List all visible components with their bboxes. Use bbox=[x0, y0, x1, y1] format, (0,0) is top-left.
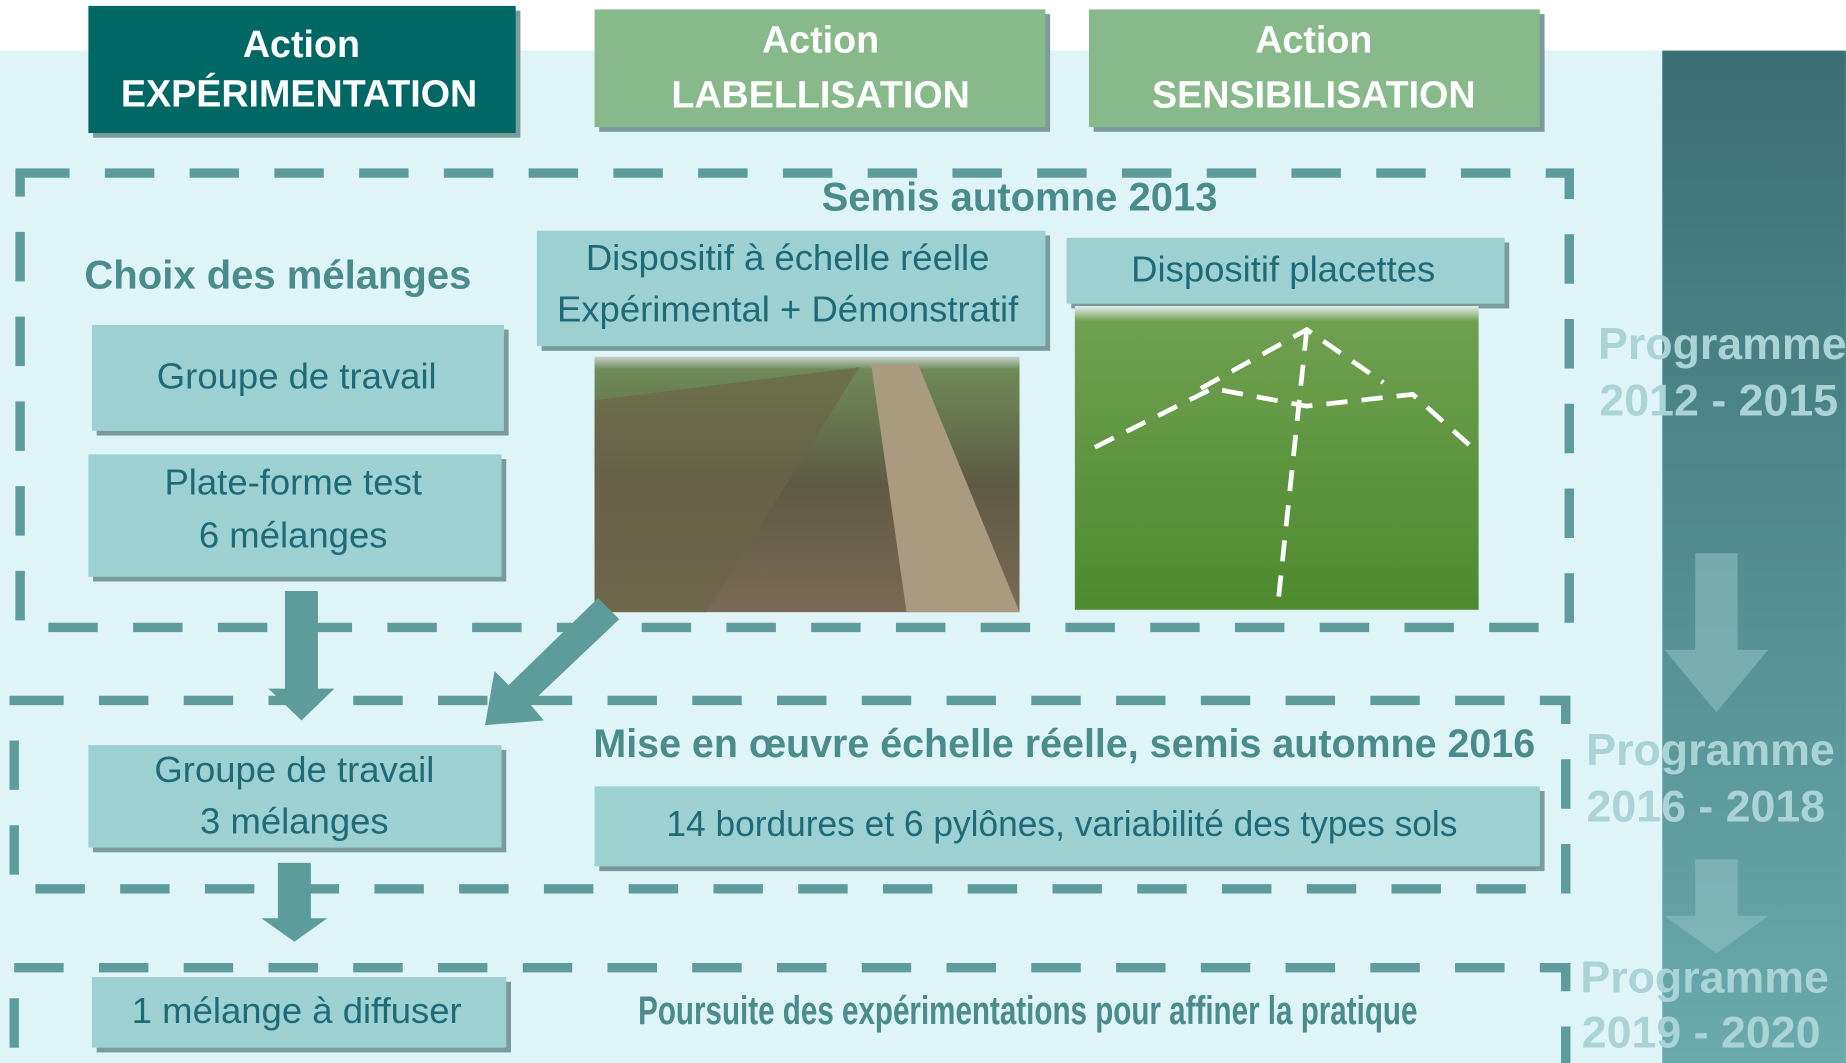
phase-frame bbox=[9, 695, 1571, 894]
action-box bbox=[594, 9, 1046, 128]
programme: 2016 - 2018 bbox=[1586, 783, 1825, 832]
box-text: 3 mélanges bbox=[200, 801, 389, 842]
action-text: SENSIBILISATION bbox=[1152, 74, 1476, 116]
box bbox=[88, 454, 502, 577]
section-title: Choix des mélanges bbox=[84, 253, 471, 297]
timeline-arrow bbox=[1664, 553, 1769, 713]
box-text: Groupe de travail bbox=[154, 749, 434, 790]
box bbox=[594, 786, 1540, 867]
box-text: Plate-forme test bbox=[164, 462, 422, 503]
phase-frame bbox=[9, 962, 1571, 1063]
box bbox=[91, 324, 504, 431]
box bbox=[91, 977, 507, 1048]
box bbox=[1066, 237, 1505, 304]
action-box bbox=[88, 5, 516, 134]
photo-field bbox=[594, 356, 1020, 613]
arrow bbox=[485, 598, 620, 726]
action-text: Action bbox=[243, 23, 360, 65]
box-text: Groupe de travail bbox=[157, 356, 437, 397]
box-text: 1 mélange à diffuser bbox=[132, 990, 462, 1031]
timeline-band bbox=[1662, 50, 1846, 1063]
programme: Programme bbox=[1586, 726, 1835, 775]
timeline-arrow bbox=[1664, 859, 1769, 954]
photo-plots bbox=[1074, 306, 1481, 611]
box bbox=[88, 745, 502, 848]
arrow bbox=[268, 590, 335, 721]
action-text: EXPÉRIMENTATION bbox=[121, 72, 477, 114]
action-text: Action bbox=[762, 18, 879, 60]
action-text: LABELLISATION bbox=[671, 74, 969, 116]
programme: 2012 - 2015 bbox=[1599, 377, 1838, 426]
programme: Programme bbox=[1598, 320, 1846, 369]
box-text: 6 mélanges bbox=[199, 515, 388, 556]
box bbox=[536, 230, 1046, 347]
phase-frame bbox=[15, 168, 1574, 633]
box-text: Dispositif à échelle réelle bbox=[586, 237, 990, 278]
note: Poursuite des expérimentations pour affi… bbox=[638, 989, 1417, 1033]
programme: Programme bbox=[1580, 953, 1829, 1002]
box-text: Expérimental + Démonstratif bbox=[557, 289, 1019, 330]
action-text: Action bbox=[1255, 18, 1372, 60]
arrow bbox=[261, 862, 328, 942]
action-box bbox=[1088, 9, 1540, 128]
programme: 2019 - 2020 bbox=[1582, 1009, 1821, 1058]
phase-title: Semis automne 2013 bbox=[822, 176, 1218, 220]
phase-title: Mise en œuvre échelle réelle, semis auto… bbox=[593, 722, 1535, 766]
box-text: Dispositif placettes bbox=[1131, 249, 1435, 290]
box-text: 14 bordures et 6 pylônes, variabilité de… bbox=[666, 803, 1457, 844]
